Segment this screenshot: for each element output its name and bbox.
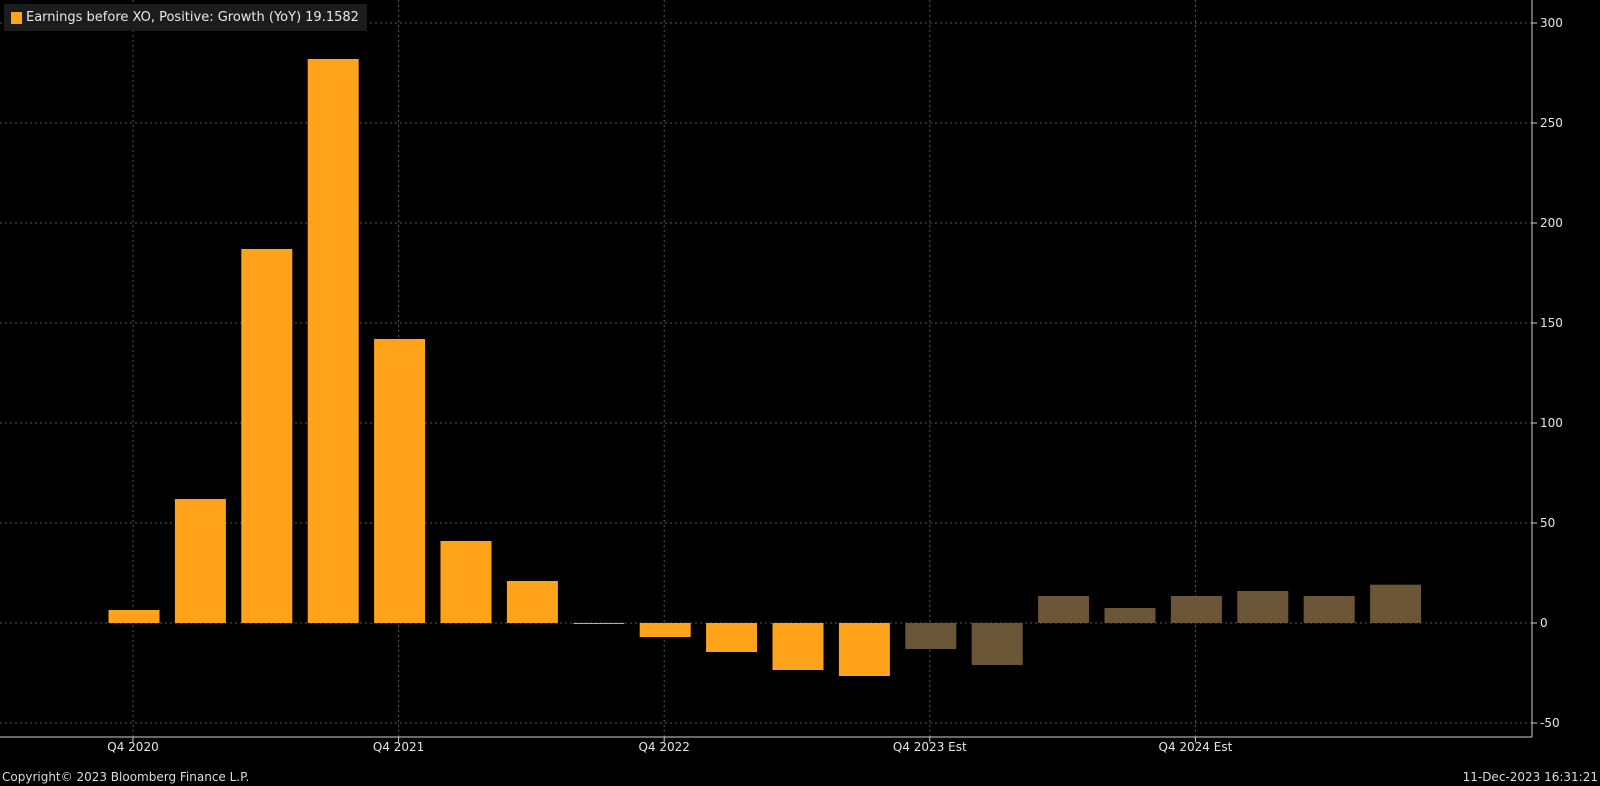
bar <box>1370 584 1422 623</box>
bar <box>639 623 691 637</box>
grid-lines <box>0 0 1532 737</box>
legend-swatch <box>11 11 22 24</box>
legend[interactable]: Earnings before XO, Positive: Growth (Yo… <box>4 4 367 31</box>
y-tick-label: 0 <box>1540 616 1548 630</box>
bar <box>108 610 160 623</box>
bar <box>838 623 890 676</box>
bar <box>241 249 293 623</box>
bar <box>1104 608 1156 623</box>
bar <box>772 623 824 670</box>
y-tick-label: 250 <box>1540 116 1563 130</box>
timestamp-text: 11-Dec-2023 16:31:21 <box>1462 770 1598 784</box>
x-tick-label: Q4 2021 <box>373 740 424 754</box>
bar <box>573 623 625 624</box>
bars <box>108 59 1422 676</box>
bar <box>440 541 492 623</box>
axes: 300 250 200 150 100 50 0 -50 Q4 2020 Q4 2021 Q4 20… <box>0 0 1563 754</box>
bar <box>1303 596 1355 623</box>
bar <box>174 499 226 623</box>
x-tick-label: Q4 2022 <box>638 740 689 754</box>
copyright-text: Copyright© 2023 Bloomberg Finance L.P. <box>2 770 250 784</box>
legend-value: 19.1582 <box>305 10 359 25</box>
bar <box>374 339 426 623</box>
x-tick-label: Q4 2020 <box>107 740 158 754</box>
x-tick-label: Q4 2023 Est <box>893 740 967 754</box>
legend-label: Earnings before XO, Positive: Growth (Yo… <box>26 10 302 25</box>
bar <box>307 59 359 623</box>
y-tick-label: 200 <box>1540 216 1563 230</box>
bar <box>506 581 558 623</box>
bar <box>971 623 1023 665</box>
y-tick-label: 300 <box>1540 16 1563 30</box>
bar <box>1038 596 1090 623</box>
bar <box>905 623 957 649</box>
x-tick-label: Q4 2024 Est <box>1159 740 1233 754</box>
y-tick-label: 100 <box>1540 416 1563 430</box>
bar <box>706 623 758 652</box>
y-tick-label: 50 <box>1540 516 1555 530</box>
y-tick-label: -50 <box>1540 716 1560 730</box>
bar <box>1237 591 1289 623</box>
bar <box>1170 596 1222 623</box>
y-tick-label: 150 <box>1540 316 1563 330</box>
